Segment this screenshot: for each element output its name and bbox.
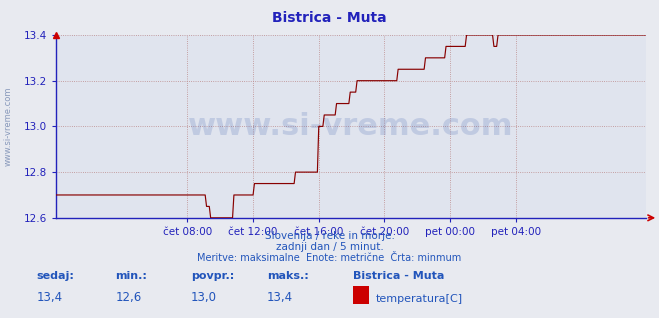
Text: Slovenija / reke in morje.: Slovenija / reke in morje. — [264, 231, 395, 240]
Text: maks.:: maks.: — [267, 272, 308, 281]
Text: www.si-vreme.com: www.si-vreme.com — [188, 112, 513, 141]
Text: temperatura[C]: temperatura[C] — [376, 294, 463, 304]
Text: www.si-vreme.com: www.si-vreme.com — [3, 86, 13, 166]
Text: 13,4: 13,4 — [267, 291, 293, 304]
Text: 13,0: 13,0 — [191, 291, 217, 304]
Text: zadnji dan / 5 minut.: zadnji dan / 5 minut. — [275, 242, 384, 252]
Text: Meritve: maksimalne  Enote: metrične  Črta: minmum: Meritve: maksimalne Enote: metrične Črta… — [198, 253, 461, 263]
Text: min.:: min.: — [115, 272, 147, 281]
Text: povpr.:: povpr.: — [191, 272, 235, 281]
Text: sedaj:: sedaj: — [36, 272, 74, 281]
Text: 12,6: 12,6 — [115, 291, 142, 304]
Text: Bistrica - Muta: Bistrica - Muta — [353, 272, 444, 281]
Text: 13,4: 13,4 — [36, 291, 63, 304]
Text: Bistrica - Muta: Bistrica - Muta — [272, 11, 387, 25]
